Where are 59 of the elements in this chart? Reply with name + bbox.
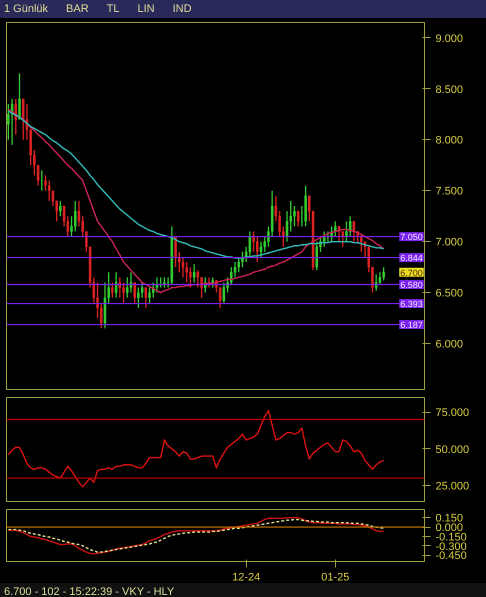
candlestick [74, 200, 77, 232]
y-tick-label: 6.000 [436, 338, 464, 351]
text: BAR [66, 3, 89, 15]
candlestick [222, 282, 226, 304]
line-series [8, 410, 384, 488]
candlestick [289, 200, 292, 232]
candlestick [382, 266, 385, 282]
y-tick-label: 6.500 [436, 288, 464, 300]
y-tick-label: 7.500 [436, 186, 464, 198]
candlestick [114, 272, 118, 298]
candlestick [48, 180, 50, 202]
candlestick [338, 226, 340, 242]
candlestick [148, 286, 151, 304]
candlestick [192, 263, 196, 284]
y-tick-label: 8.500 [436, 84, 464, 96]
candlestick [293, 205, 296, 228]
candlestick [137, 286, 140, 309]
ref-line-label: 6.393 [400, 299, 423, 310]
candlestick [133, 282, 136, 304]
candlestick [182, 256, 184, 278]
ref-line-label: 6.580 [400, 280, 423, 290]
candlestick [22, 98, 24, 140]
text: TL [106, 3, 120, 15]
y-tick-label: 50.000 [436, 444, 470, 456]
candlestick [122, 282, 125, 304]
candlestick [185, 261, 188, 284]
candlestick [59, 200, 62, 217]
y-tick-label: 9.000 [436, 32, 464, 45]
y-tick-label: 25.000 [436, 480, 470, 492]
candlestick [260, 241, 262, 258]
candlestick [352, 220, 356, 242]
text: 1 Günlük [4, 3, 48, 15]
y-tick-label: -0.450 [436, 550, 467, 562]
text: IND [172, 3, 192, 15]
candlestick [196, 270, 200, 288]
candlestick [140, 282, 144, 298]
text: 6.700 - 102 - 15:22:39 - VKY - HLY [4, 586, 174, 597]
y-tick-label: -0.150 [436, 531, 467, 544]
x-tick-label: 12-24 [232, 572, 260, 584]
candlestick [248, 230, 252, 258]
ref-line-label: 6.844 [400, 253, 423, 264]
text: LIN [138, 3, 155, 15]
candlestick [7, 103, 10, 140]
ref-line-label: 6.187 [400, 320, 423, 330]
x-tick-label: 01-25 [321, 572, 350, 584]
candlestick [126, 276, 129, 298]
candlestick [40, 170, 44, 192]
candlestick [296, 210, 300, 228]
candlestick [144, 286, 148, 309]
y-tick-label: 8.000 [436, 134, 464, 147]
text: 6.700 [400, 268, 423, 278]
y-tick-label: 7.000 [436, 236, 464, 249]
ref-line-label: 7.050 [400, 232, 423, 242]
candlestick [18, 72, 21, 120]
candlestick [315, 241, 318, 271]
candlestick [111, 282, 114, 298]
y-tick-label: 75.000 [436, 407, 470, 420]
candlestick [256, 236, 259, 263]
candlestick [237, 256, 240, 273]
